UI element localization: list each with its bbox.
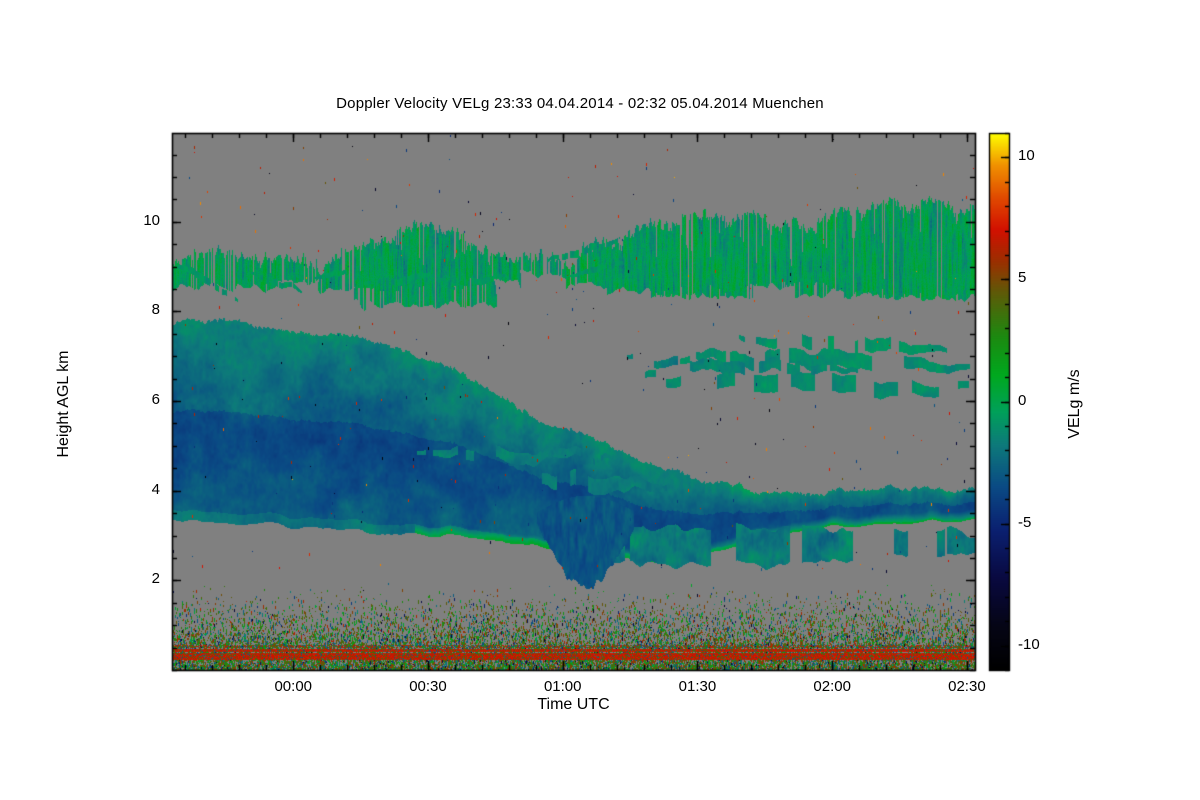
colorbar-tick-label: -5 bbox=[1018, 513, 1032, 531]
y-tick-label: 10 bbox=[143, 211, 160, 229]
x-tick-label: 00:30 bbox=[409, 678, 447, 695]
colorbar-axis-label: VELg m/s bbox=[1066, 369, 1083, 439]
colorbar-tick-label: 10 bbox=[1018, 147, 1035, 165]
x-tick-label: 00:00 bbox=[274, 678, 313, 695]
y-tick-label: 2 bbox=[151, 570, 160, 588]
y-tick-label: 8 bbox=[151, 301, 160, 319]
y-tick-label: 6 bbox=[151, 391, 160, 409]
x-tick-label: 02:30 bbox=[948, 678, 986, 695]
y-axis-label: Height AGL km bbox=[55, 350, 72, 458]
y-tick-label: 4 bbox=[151, 480, 160, 498]
x-tick-label: 01:30 bbox=[678, 678, 717, 695]
colorbar-tick-label: -10 bbox=[1018, 635, 1040, 653]
page-title: Doppler Velocity VELg 23:33 04.04.2014 -… bbox=[336, 95, 824, 112]
x-tick-label: 01:00 bbox=[543, 678, 582, 695]
colorbar-tick-label: 0 bbox=[1018, 391, 1027, 409]
x-tick-label: 02:00 bbox=[813, 678, 851, 695]
x-axis-label: Time UTC bbox=[537, 696, 610, 713]
colorbar-tick-label: 5 bbox=[1018, 269, 1027, 287]
